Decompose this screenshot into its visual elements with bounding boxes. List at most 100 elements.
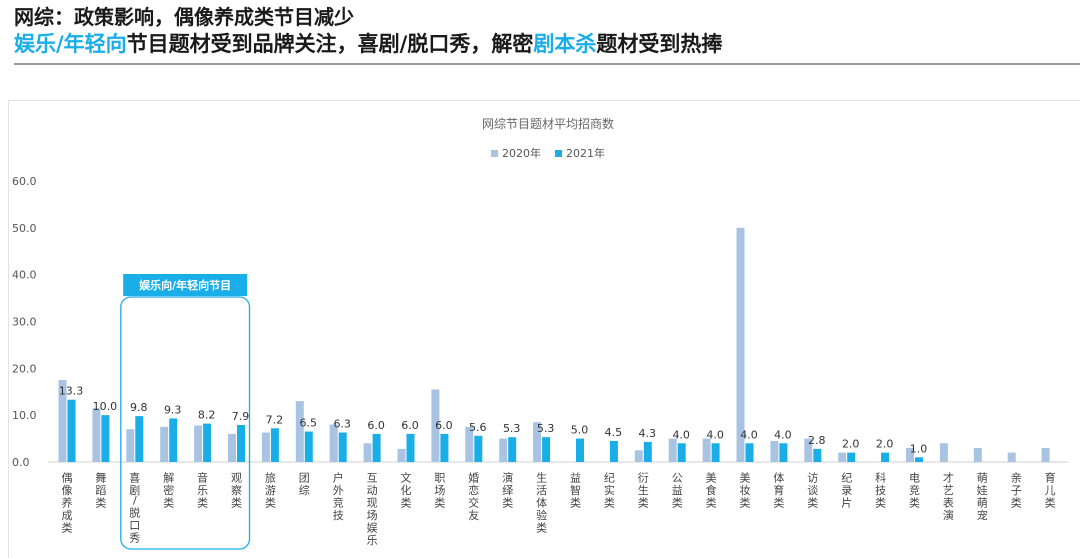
y-tick-label: 50.0: [12, 222, 37, 235]
category-label: 观察类: [231, 472, 242, 510]
bar-2021: [203, 423, 212, 462]
data-label-2021: 4.0: [706, 428, 724, 441]
bar-2021: [101, 415, 110, 462]
bar-2020: [770, 440, 779, 462]
legend-label-2021: 2021年: [566, 146, 605, 160]
data-label-2021: 7.9: [232, 410, 250, 423]
bar-2020: [634, 450, 643, 462]
bar-2021: [372, 433, 381, 462]
headline-text-b: 题材受到热捧: [596, 32, 723, 56]
data-label-2021: 1.0: [910, 442, 928, 455]
category-label: 喜剧/脱口秀: [129, 472, 140, 545]
data-label-2021: 6.0: [367, 419, 385, 432]
category-label: 科技类: [875, 471, 886, 510]
category-label: 纪实类: [604, 472, 615, 510]
category-label: 访谈类: [807, 472, 818, 510]
bar-2021: [677, 443, 686, 462]
category-label: 解密类: [163, 471, 174, 510]
category-label: 萌娃萌宠: [977, 471, 988, 523]
bar-2020: [228, 433, 236, 462]
bar-2020: [126, 429, 135, 462]
category-label: 婚恋交友: [468, 471, 479, 523]
category-label: 电竞类: [909, 472, 920, 510]
bar-2021: [440, 433, 449, 462]
y-tick-label: 30.0: [12, 316, 37, 329]
data-label-2021: 5.0: [571, 424, 589, 437]
category-label: 演绎类: [502, 471, 513, 510]
bar-2021: [576, 438, 584, 462]
bar-2021: [915, 457, 923, 462]
data-label-2021: 13.3: [59, 385, 84, 398]
bar-2020: [973, 447, 982, 462]
data-label-2021: 4.0: [774, 428, 792, 441]
data-label-2021: 8.2: [198, 409, 216, 422]
category-label: 团综: [299, 472, 310, 498]
data-label-2021: 5.3: [537, 422, 555, 435]
data-label-2021: 6.3: [333, 417, 351, 430]
category-label: 舞蹈类: [95, 472, 106, 510]
category-label: 纪录片: [841, 472, 852, 510]
data-label-2021: 4.5: [605, 426, 623, 439]
y-tick-label: 20.0: [12, 362, 37, 375]
category-label: 衍生类: [638, 471, 649, 510]
category-label: 文化类: [401, 471, 412, 510]
bar-2021: [338, 432, 347, 462]
bar-2021: [67, 399, 76, 462]
headline-text-a: 节目题材受到品牌关注，喜剧/脱口秀，解密: [126, 32, 534, 56]
legend-swatch-2021: [555, 150, 562, 157]
data-label-2021: 5.6: [469, 421, 487, 434]
bar-2021: [237, 425, 245, 462]
bar-2021: [406, 433, 415, 462]
bar-2020: [261, 432, 270, 462]
annotation-box: [120, 296, 251, 550]
bar-2020: [397, 448, 406, 462]
bar-2021: [643, 441, 652, 462]
bar-2020: [92, 408, 101, 462]
bar-2021: [609, 440, 618, 462]
bar-2020: [431, 389, 440, 462]
bar-2021: [542, 437, 551, 462]
data-label-2021: 5.3: [503, 422, 521, 435]
data-label-2021: 9.3: [164, 403, 182, 416]
data-label-2021: 4.0: [740, 428, 758, 441]
bar-2020: [939, 443, 948, 462]
bar-2021: [847, 452, 856, 462]
bar-2020: [295, 401, 304, 462]
legend-swatch-2020: [491, 150, 498, 157]
bar-2020: [906, 447, 914, 462]
data-label-2021: 2.8: [808, 434, 826, 447]
headline-line-2: 娱乐/年轻向节目题材受到品牌关注，喜剧/脱口秀，解密剧本杀题材受到热捧: [14, 30, 722, 58]
headline-highlight-script-kill: 剧本杀: [533, 32, 597, 56]
headline: 网综：政策影响，偶像养成类节目减少 娱乐/年轻向节目题材受到品牌关注，喜剧/脱口…: [14, 4, 722, 58]
bar-2020: [363, 443, 372, 462]
bar-2020: [702, 438, 711, 462]
data-label-2021: 4.3: [639, 427, 657, 440]
category-label: 互动现场娱乐: [367, 472, 378, 548]
category-label: 公益类: [672, 472, 683, 510]
annotation-tag: [123, 274, 248, 296]
data-label-2021: 6.5: [300, 417, 318, 430]
legend-label-2020: 2020年: [502, 146, 541, 160]
category-label: 音乐类: [197, 471, 208, 510]
bar-2020: [804, 438, 813, 462]
category-label: 旅游类: [265, 471, 276, 510]
bar-2021: [270, 428, 279, 462]
bar-2020: [838, 452, 847, 462]
bar-2021: [745, 443, 754, 462]
bar-2021: [135, 416, 144, 462]
bar-2020: [160, 426, 169, 462]
category-label: 美妆类: [740, 472, 751, 510]
bar-2020: [533, 422, 542, 462]
bar-2021: [304, 431, 313, 462]
bar-2021: [881, 452, 890, 462]
chart-title: 网综节目题材平均招商数: [482, 116, 614, 131]
y-tick-label: 60.0: [12, 175, 37, 188]
data-label-2021: 2.0: [842, 438, 860, 451]
data-label-2021: 6.0: [435, 419, 453, 432]
bar-2020: [465, 426, 474, 462]
category-label: 户外竞技: [333, 471, 344, 523]
category-label: 益智类: [570, 471, 581, 510]
annotation-label: 娱乐向/年轻向节目: [139, 278, 231, 292]
bar-2021: [779, 443, 788, 462]
